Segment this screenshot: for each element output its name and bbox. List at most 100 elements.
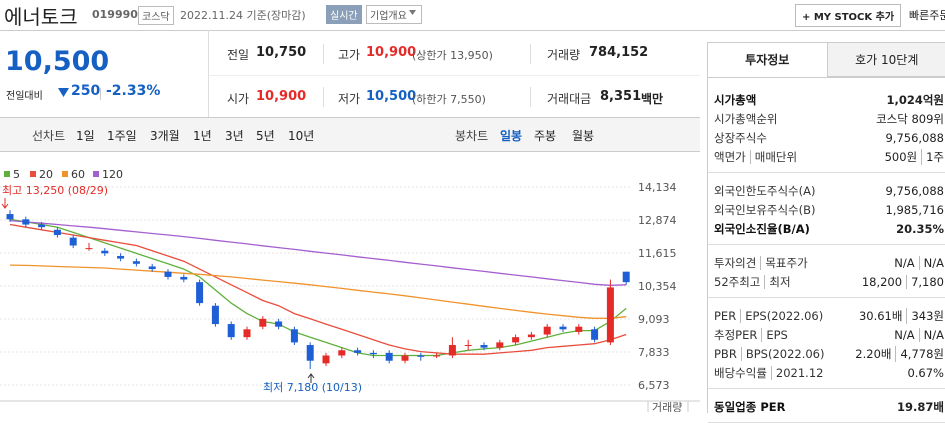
period-tab[interactable]: 1주일 <box>107 127 137 144</box>
period-tab[interactable]: 3년 <box>225 127 244 144</box>
row-label: 최저 <box>764 275 790 289</box>
quote-unit: 백만 <box>641 90 663 107</box>
tab[interactable]: 투자정보 <box>708 43 827 77</box>
quote-value: 8,351 <box>600 89 641 104</box>
candle-tab[interactable]: 일봉 <box>500 127 522 144</box>
row-value: 2.20배 <box>855 346 891 362</box>
divider <box>530 44 531 64</box>
legend-label: 60 <box>71 168 85 181</box>
quote-label: 거래량 <box>547 46 580 63</box>
candle-body <box>86 248 93 249</box>
candle-body <box>149 266 156 269</box>
candle-body <box>402 355 409 360</box>
row-label: 외국인한도주식수(A) <box>714 184 815 198</box>
my-stock-button[interactable]: + MY STOCK 추가 <box>795 4 901 27</box>
period-tab[interactable]: 1일 <box>76 127 95 144</box>
realtime-button[interactable]: 실시간 <box>326 5 362 24</box>
candle-body <box>165 272 172 277</box>
line-chart-label: 선차트 <box>32 127 65 144</box>
candle-body <box>212 306 219 324</box>
quote-label: 저가 <box>338 90 360 107</box>
row-label: 외국인소진율(B/A) <box>714 222 810 236</box>
y-tick-label: 10,354 <box>638 280 677 293</box>
legend-label: 5 <box>13 168 20 181</box>
legend-label: 120 <box>102 168 123 181</box>
candle-body <box>544 327 551 335</box>
down-arrow <box>58 88 70 98</box>
candle-tab[interactable]: 월봉 <box>572 127 594 144</box>
legend-label: 20 <box>39 168 53 181</box>
period-tab[interactable]: 1년 <box>193 127 212 144</box>
candle-body <box>338 350 345 355</box>
row-value: 7,180 <box>906 275 944 289</box>
candle-body <box>22 219 29 224</box>
row-value: 9,756,088 <box>885 131 944 145</box>
candle-tab[interactable]: 주봉 <box>534 127 556 144</box>
quick-order[interactable]: 빠른주문 <box>909 7 945 23</box>
y-tick-label: 14,134 <box>638 181 677 194</box>
page: 에너토크 019990 코스닥 2022.11.24 기준(장마감) 실시간 기… <box>0 0 945 412</box>
candle-body <box>607 287 614 342</box>
tab[interactable]: 호가 10단계 <box>827 43 945 77</box>
row-value: 1,985,716 <box>885 203 944 217</box>
row-label: 외국인보유주식수(B) <box>714 203 816 217</box>
row-values: 19.87배 <box>897 399 944 415</box>
moving-average <box>10 265 626 318</box>
row-value: 1주 <box>921 149 944 165</box>
row-label: 상장주식수 <box>714 131 767 145</box>
invest-row: 외국인소진율(B/A)20.35% <box>708 219 945 238</box>
quote-note: (하한가 7,550) <box>412 91 486 107</box>
candle-body <box>481 345 488 348</box>
row-values: 1,024억원 <box>886 92 944 108</box>
y-tick-label: 7,833 <box>638 346 670 359</box>
row-label: 시가총액순위 <box>714 112 777 126</box>
candle-body <box>417 355 424 356</box>
period-tab[interactable]: 5년 <box>256 127 275 144</box>
row-value: N/A <box>919 328 944 342</box>
row-value: 30.61배 <box>859 308 903 324</box>
divider <box>530 87 531 107</box>
quote-label: 전일 <box>227 46 249 63</box>
row-values: 1,985,716 <box>885 203 944 217</box>
invest-row: 상장주식수 9,756,088 <box>708 128 945 147</box>
quote-note: (상한가 13,950) <box>412 47 493 63</box>
row-labels: 상장주식수 <box>714 130 885 146</box>
row-value: 19.87배 <box>897 399 944 415</box>
row-label: 투자의견 <box>714 256 756 270</box>
y-tick-label: 11,615 <box>638 247 677 260</box>
quote-label: 고가 <box>338 46 360 63</box>
row-value: 4,778원 <box>895 346 944 362</box>
row-label: 목표주가 <box>760 256 807 270</box>
row-labels: 시가총액 <box>714 92 886 108</box>
change: 250 <box>71 83 100 99</box>
candle-body <box>117 256 124 259</box>
row-value: N/A <box>919 256 944 270</box>
legend-swatch <box>93 171 99 177</box>
candle-body <box>386 353 393 361</box>
y-tick-label: 6,573 <box>638 379 670 392</box>
row-label: EPS(2022.06) <box>740 309 823 323</box>
row-values: 9,756,088 <box>885 184 944 198</box>
invest-group: 외국인한도주식수(A) 9,756,088 외국인보유주식수(B) 1,985,716… <box>708 173 945 245</box>
candle-body <box>54 230 61 235</box>
invest-tabs: 투자정보 호가 10단계 <box>708 43 945 78</box>
period-tab[interactable]: 3개월 <box>150 127 180 144</box>
volume-label: 거래량 <box>652 401 682 412</box>
date: 2022.11.24 기준(장마감) <box>180 7 306 23</box>
period-tab[interactable]: 10년 <box>288 127 314 144</box>
candle-body <box>623 272 630 282</box>
